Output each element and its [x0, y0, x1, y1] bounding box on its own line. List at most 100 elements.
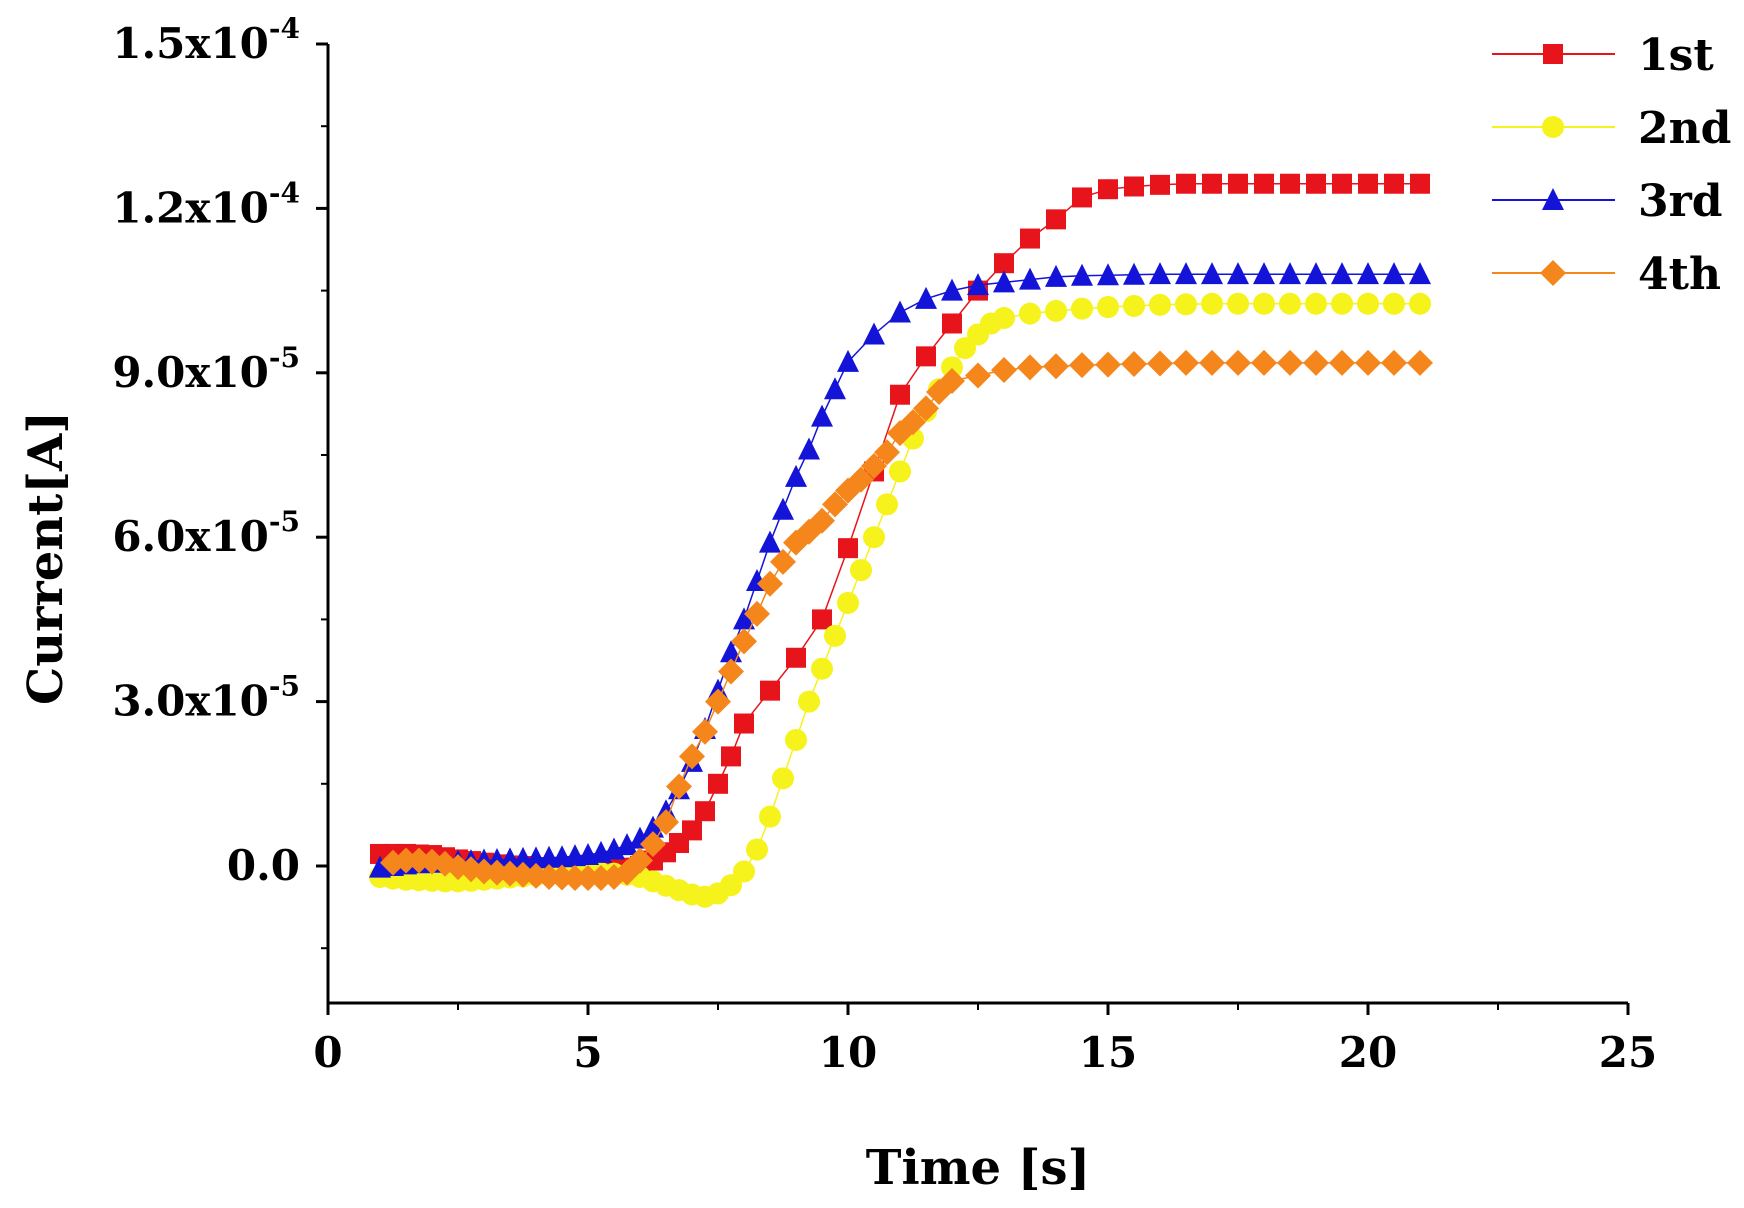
data-point	[734, 713, 754, 734]
data-point	[1201, 262, 1223, 285]
data-point	[1071, 263, 1093, 286]
data-point	[1017, 354, 1043, 381]
data-point	[772, 497, 794, 520]
data-point	[861, 452, 887, 479]
data-point	[913, 395, 939, 422]
y-tick-label: 3.0x10-5	[112, 670, 300, 726]
data-point	[809, 507, 835, 534]
data-point	[679, 743, 705, 770]
data-point	[993, 307, 1015, 329]
data-point	[915, 286, 937, 309]
data-point	[721, 746, 741, 767]
data-point	[954, 337, 976, 360]
series-3rd	[369, 262, 1431, 878]
x-tick-label: 10	[819, 1028, 877, 1077]
data-point	[1175, 262, 1197, 285]
data-point	[837, 349, 859, 372]
data-point	[848, 466, 874, 493]
legend-marker	[1543, 44, 1563, 64]
data-point	[822, 491, 848, 518]
data-point	[838, 538, 858, 559]
data-point	[1332, 173, 1352, 194]
data-point	[746, 838, 768, 861]
data-point	[653, 809, 679, 836]
x-tick-label: 0	[313, 1028, 342, 1077]
data-point	[1305, 292, 1327, 315]
data-point	[1277, 349, 1303, 376]
data-point	[939, 368, 965, 395]
data-point	[1384, 173, 1404, 194]
data-point	[1069, 352, 1095, 379]
data-point	[942, 313, 962, 334]
data-point	[1331, 292, 1353, 315]
data-point	[785, 728, 807, 751]
data-point	[1097, 296, 1119, 319]
data-point	[1123, 262, 1145, 285]
data-point	[785, 464, 807, 487]
data-point	[720, 640, 742, 663]
data-point	[863, 322, 885, 345]
data-point	[733, 860, 755, 883]
data-point	[1045, 299, 1067, 322]
data-point	[1097, 263, 1119, 286]
data-point	[1149, 262, 1171, 285]
data-point	[1279, 292, 1301, 315]
y-tick-label: 0.0	[227, 841, 300, 890]
data-point	[1409, 292, 1431, 315]
data-point	[1043, 353, 1069, 380]
data-point	[991, 357, 1017, 384]
data-point	[1227, 292, 1249, 315]
data-point	[1306, 173, 1326, 194]
data-point	[733, 607, 755, 630]
y-tick-label: 6.0x10-5	[112, 505, 300, 561]
data-point	[1357, 262, 1379, 285]
data-point	[744, 600, 770, 627]
data-point	[837, 591, 859, 614]
data-point	[1123, 294, 1145, 317]
data-point	[850, 559, 872, 582]
data-point	[1019, 267, 1041, 290]
data-point	[941, 356, 963, 379]
data-point	[967, 273, 989, 296]
data-point	[993, 270, 1015, 293]
data-point	[642, 815, 664, 838]
data-point	[824, 377, 846, 400]
data-point	[824, 624, 846, 647]
data-point	[720, 874, 742, 897]
data-point	[811, 404, 833, 427]
data-point	[1383, 292, 1405, 315]
data-point	[1409, 262, 1431, 285]
data-point	[1305, 262, 1327, 285]
data-point	[695, 801, 715, 822]
y-tick-label: 1.5x10-4	[112, 12, 300, 68]
y-axis-title: Current[A]	[18, 411, 74, 705]
series-4th	[380, 349, 1433, 892]
data-point	[1071, 297, 1093, 320]
data-point	[889, 460, 911, 483]
data-point	[811, 657, 833, 680]
legend-label: 3rd	[1638, 176, 1723, 227]
data-point	[889, 300, 911, 323]
data-point	[682, 820, 702, 841]
data-point	[770, 548, 796, 575]
data-point	[916, 346, 936, 367]
x-tick-label: 15	[1079, 1028, 1137, 1077]
data-point	[874, 439, 900, 466]
legend-marker	[1542, 116, 1564, 138]
data-point	[731, 628, 757, 655]
data-point	[890, 384, 910, 405]
data-point	[1383, 262, 1405, 285]
x-axis-title: Time [s]	[866, 1140, 1090, 1196]
series-line	[380, 182, 1420, 871]
y-tick-label: 1.2x10-4	[112, 176, 300, 232]
data-point	[1173, 349, 1199, 376]
data-point	[759, 805, 781, 828]
data-point	[1329, 349, 1355, 376]
data-point	[1147, 350, 1173, 377]
data-point	[1045, 264, 1067, 287]
data-point	[1124, 176, 1144, 197]
data-point	[1046, 209, 1066, 230]
x-tick-label: 25	[1599, 1028, 1657, 1077]
legend-label: 4th	[1638, 249, 1721, 300]
data-point	[941, 278, 963, 301]
